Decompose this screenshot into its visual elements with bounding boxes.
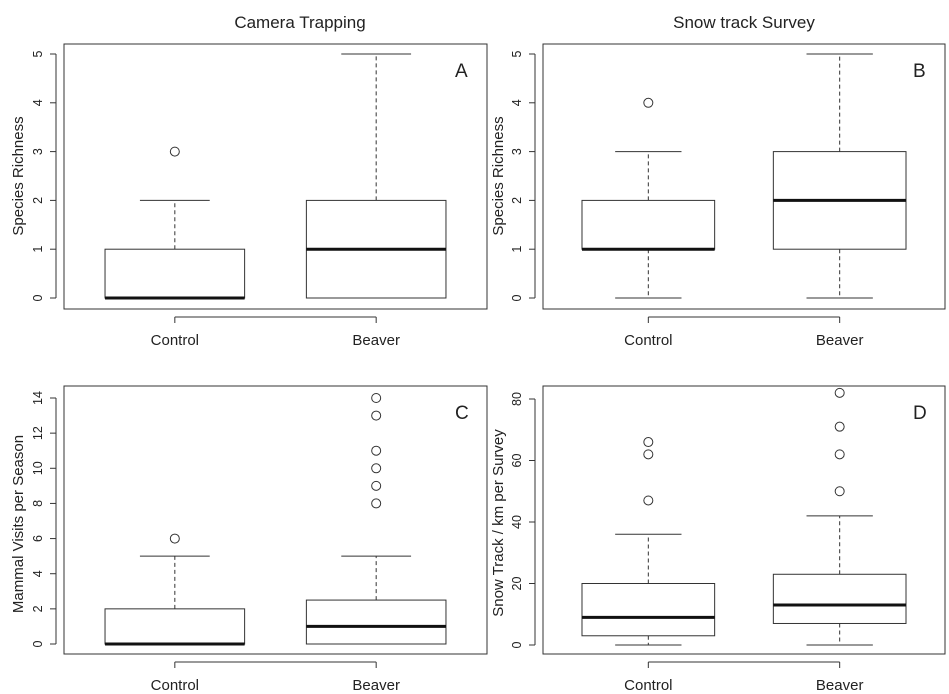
iqr-box	[581, 583, 716, 637]
outlier-point	[371, 445, 382, 456]
plot-frame	[542, 43, 946, 310]
y-tick-label: 12	[31, 426, 45, 440]
category-label-beaver: Beaver	[816, 677, 864, 694]
y-tick-label: 1	[31, 246, 45, 253]
outlier-point	[371, 463, 382, 474]
y-axis-label: Species Richness	[10, 116, 27, 235]
box-beaver	[305, 53, 447, 299]
category-label-beaver: Beaver	[352, 332, 400, 349]
y-axis-label: Mammal Visits per Season	[10, 435, 27, 613]
y-axis-label: Snow Track / km per Survey	[490, 429, 507, 617]
iqr-box	[305, 599, 447, 645]
outlier-point	[643, 437, 654, 448]
y-tick-label: 4	[31, 99, 45, 106]
y-tick-label: 0	[31, 294, 45, 301]
y-tick-label: 2	[510, 197, 524, 204]
panel-label: C	[455, 403, 469, 424]
plot-frame	[63, 385, 488, 655]
outlier-point	[371, 498, 382, 509]
iqr-box	[772, 573, 907, 624]
box-control	[581, 97, 716, 299]
iqr-box	[581, 199, 716, 250]
panel-label: A	[455, 61, 468, 82]
outlier-point	[371, 393, 382, 403]
outlier-point	[643, 449, 654, 460]
y-tick-label: 3	[31, 148, 45, 155]
column-title-1: Camera Trapping	[234, 13, 365, 32]
outlier-point	[834, 449, 845, 460]
box-beaver	[772, 387, 907, 646]
y-tick-label: 3	[510, 148, 524, 155]
outlier-point	[643, 495, 654, 506]
outlier-point	[834, 387, 845, 398]
y-tick-label: 80	[510, 392, 524, 406]
y-tick-label: 6	[31, 535, 45, 542]
iqr-box	[104, 608, 246, 645]
outlier-point	[169, 146, 180, 157]
box-control	[104, 146, 246, 300]
panel-a: A 0 1 2 3 4 5 Species Richness Control Beaver	[10, 43, 488, 349]
panel-label: B	[913, 61, 926, 82]
box-beaver	[772, 53, 907, 299]
y-tick-label: 0	[31, 640, 45, 647]
y-tick-label: 0	[510, 641, 524, 648]
y-tick-label: 4	[31, 570, 45, 577]
y-axis-label: Species Richness	[490, 116, 507, 235]
outlier-point	[371, 410, 382, 421]
y-tick-label: 40	[510, 515, 524, 529]
category-label-beaver: Beaver	[352, 677, 400, 694]
box-beaver	[305, 393, 447, 645]
y-tick-label: 60	[510, 454, 524, 468]
iqr-box	[104, 248, 246, 299]
y-tick-label: 10	[31, 461, 45, 475]
y-tick-label: 20	[510, 577, 524, 591]
column-title-2: Snow track Survey	[673, 13, 815, 32]
panel-d: D 0 20 40 60 80 Snow Track / km per Survey Cont…	[490, 385, 946, 694]
box-control	[581, 437, 716, 646]
panel-c: C 0 2 4 6 8 10 12 14 Mammal Visits per Season Cont…	[10, 385, 488, 694]
y-tick-label: 14	[31, 391, 45, 405]
panel-label: D	[913, 403, 927, 424]
outlier-point	[169, 533, 180, 544]
category-label-beaver: Beaver	[816, 332, 864, 349]
outlier-point	[371, 480, 382, 491]
y-tick-label: 8	[31, 500, 45, 507]
y-tick-label: 4	[510, 99, 524, 106]
panel-b: B 0 1 2 3 4 5 Species Richness Control Beaver	[490, 43, 946, 349]
category-label-control: Control	[624, 332, 672, 349]
category-label-control: Control	[151, 332, 199, 349]
y-tick-label: 0	[510, 294, 524, 301]
y-tick-label: 2	[31, 605, 45, 612]
category-label-control: Control	[151, 677, 199, 694]
y-tick-label: 1	[510, 246, 524, 253]
y-tick-label: 5	[31, 50, 45, 57]
plot-frame	[63, 43, 488, 310]
plot-frame	[542, 385, 946, 655]
outlier-point	[834, 486, 845, 497]
y-tick-label: 5	[510, 50, 524, 57]
box-control	[104, 533, 246, 646]
y-tick-label: 2	[31, 197, 45, 204]
outlier-point	[834, 421, 845, 432]
category-label-control: Control	[624, 677, 672, 694]
outlier-point	[643, 97, 654, 108]
